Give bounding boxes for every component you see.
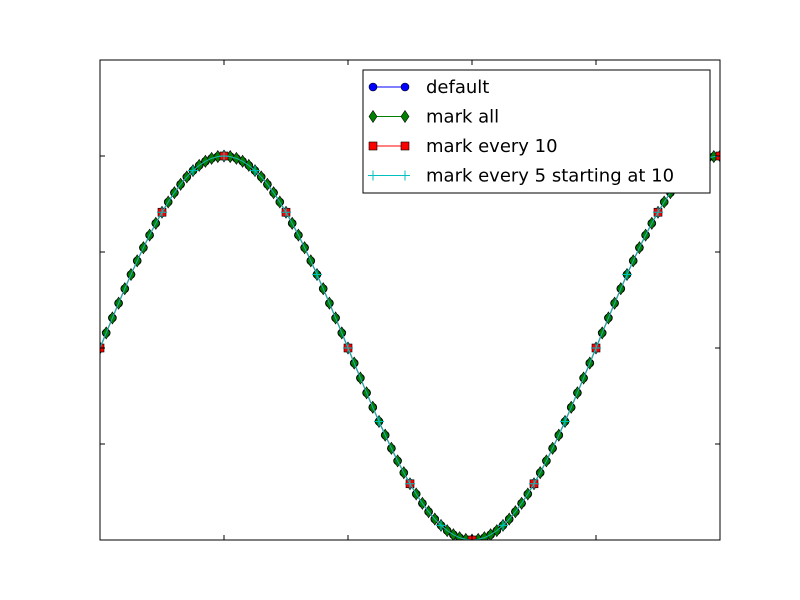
data-point <box>591 343 601 353</box>
legend-label: mark every 10 <box>426 136 558 157</box>
tick-marks <box>100 60 720 540</box>
legend-marker <box>400 141 410 151</box>
data-point <box>622 269 632 280</box>
data-point <box>281 207 291 218</box>
data-point <box>312 269 322 280</box>
legend-marker <box>368 170 378 181</box>
data-point <box>374 416 384 427</box>
legend: default mark all mark every 10 mark every 5… <box>362 69 711 194</box>
legend-item: mark all <box>368 107 499 128</box>
data-point <box>529 478 539 489</box>
data-point <box>157 207 167 218</box>
legend-item: mark every 5 starting at 10 <box>368 166 674 187</box>
legend-marker <box>368 141 378 151</box>
data-point <box>405 478 415 489</box>
legend-item: mark every 10 <box>368 136 558 157</box>
data-point <box>188 165 198 176</box>
legend-marker <box>400 82 410 92</box>
legend-label: mark every 5 starting at 10 <box>426 166 674 187</box>
data-point <box>343 343 353 353</box>
data-point <box>560 416 570 427</box>
data-point <box>653 207 663 218</box>
legend-label: mark all <box>426 107 499 128</box>
legend-box <box>362 69 711 194</box>
legend-item: default <box>368 77 489 98</box>
legend-marker <box>400 170 410 181</box>
data-point <box>436 520 446 531</box>
axes-frame <box>99 59 721 541</box>
legend-marker <box>368 109 378 124</box>
data-point <box>250 165 260 176</box>
legend-marker <box>400 109 410 124</box>
data-point <box>219 151 229 161</box>
legend-marker <box>368 82 378 92</box>
legend-label: default <box>426 77 489 98</box>
data-point <box>498 520 508 531</box>
